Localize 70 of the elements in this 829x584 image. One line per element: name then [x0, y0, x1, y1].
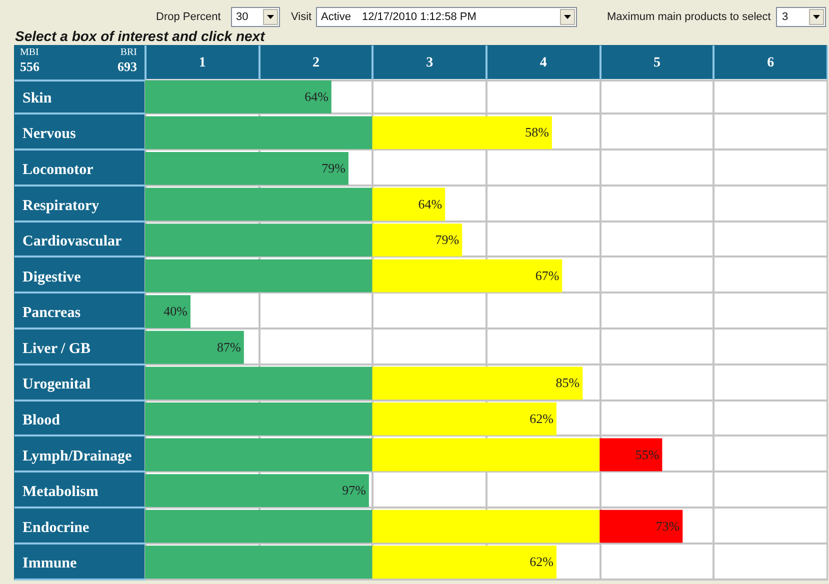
- bar: [145, 330, 244, 364]
- y-tick-label: Liver / GB: [22, 340, 91, 357]
- bar: [372, 366, 583, 400]
- dropdown-field: 3: [776, 7, 826, 27]
- x-tick-label: 3: [426, 56, 434, 70]
- text: 556: [20, 59, 40, 74]
- chart-title: Select a box of interest and click next: [15, 28, 265, 44]
- y-tick-label: Cardiovascular: [22, 234, 122, 250]
- annotation: 67%: [535, 268, 560, 283]
- annotation: 87%: [217, 339, 242, 354]
- y-tick-label: Locomotor: [22, 162, 94, 178]
- bar: [145, 474, 369, 507]
- annotation: 55%: [635, 446, 660, 462]
- x-tick-label: 5: [654, 56, 660, 70]
- bar: [145, 295, 190, 328]
- x-tick-label: 2: [312, 56, 320, 70]
- x-tick-label: 6: [767, 56, 774, 70]
- bar: [372, 188, 446, 221]
- bar: [600, 438, 662, 472]
- annotation: 79%: [322, 160, 346, 176]
- y-tick-label: Blood: [22, 412, 61, 428]
- bar: [145, 152, 348, 185]
- text: Maximum main products to select: [607, 10, 771, 25]
- annotation: 64%: [418, 196, 442, 212]
- y-tick-label: Digestive: [22, 269, 82, 286]
- annotation: 97%: [342, 482, 366, 498]
- dropdown-field: 30: [231, 7, 280, 27]
- text: 693: [118, 59, 137, 74]
- bar: [372, 438, 600, 472]
- bar: [145, 80, 332, 114]
- y-tick-label: Pancreas: [22, 305, 81, 322]
- bar: [145, 438, 372, 472]
- bar: [372, 116, 552, 150]
- bar: [145, 546, 372, 579]
- bar: [145, 259, 372, 292]
- y-tick-label: Skin: [22, 90, 52, 106]
- annotation: 79%: [435, 232, 460, 248]
- y-tick-label: Endocrine: [22, 520, 90, 536]
- bar: [372, 546, 556, 579]
- x-tick-label: 4: [540, 56, 547, 70]
- bar: [145, 366, 372, 400]
- y-tick-label: Urogenital: [22, 376, 91, 393]
- bar: [600, 510, 683, 543]
- bar: [145, 510, 372, 543]
- annotation: 64%: [304, 88, 329, 104]
- bar: [145, 188, 372, 221]
- bar: [372, 224, 462, 256]
- y-tick-label: Lymph/Drainage: [22, 448, 132, 464]
- bar: [145, 224, 372, 256]
- dropdown-field: Active 12/17/2010 1:12:58 PM: [316, 7, 577, 27]
- y-tick-label: Respiratory: [22, 198, 100, 214]
- x-tick-label: 1: [198, 56, 206, 70]
- text: BRI: [120, 47, 137, 58]
- text: MBI: [20, 47, 39, 58]
- annotation: 58%: [525, 124, 550, 140]
- bar: [372, 510, 600, 543]
- y-tick-label: Nervous: [22, 126, 76, 142]
- bar: [145, 116, 372, 150]
- annotation: 62%: [530, 554, 554, 570]
- bar: [145, 402, 372, 436]
- y-tick-label: Metabolism: [22, 484, 99, 500]
- text: Drop Percent: [156, 10, 221, 25]
- text: Visit: [291, 10, 312, 25]
- annotation: 73%: [656, 518, 680, 534]
- bar: [372, 402, 556, 436]
- y-tick-label: Immune: [22, 556, 78, 572]
- annotation: 62%: [530, 410, 554, 426]
- annotation: 40%: [164, 304, 188, 319]
- annotation: 85%: [556, 375, 580, 390]
- bar: [372, 259, 562, 292]
